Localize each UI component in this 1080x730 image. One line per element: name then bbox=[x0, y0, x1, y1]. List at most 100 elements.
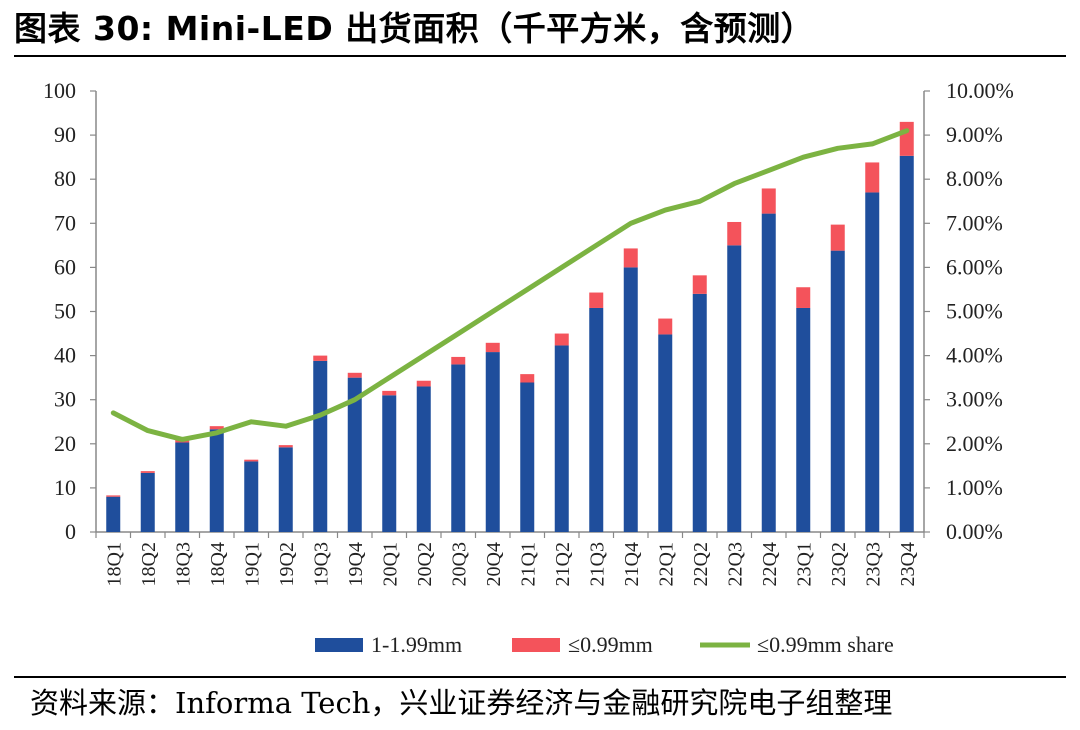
y-tick-label: 60 bbox=[54, 254, 76, 279]
legend-swatch-le-0.99mm bbox=[512, 638, 560, 652]
y2-tick-label: 8.00% bbox=[946, 166, 1003, 191]
x-tick-label: 19Q4 bbox=[345, 542, 367, 586]
x-tick-label: 21Q3 bbox=[586, 542, 608, 586]
bar-segment-le-0.99mm bbox=[451, 356, 466, 365]
source-note: 资料来源：Informa Tech，兴业证券经济与金融研究院电子组整理 bbox=[30, 686, 893, 720]
y2-tick-label: 9.00% bbox=[946, 122, 1003, 147]
bar-segment-le-0.99mm bbox=[554, 333, 569, 346]
bar-segment-1-1.99mm bbox=[244, 461, 259, 532]
y2-tick-label: 7.00% bbox=[946, 210, 1003, 235]
y-tick-label: 10 bbox=[54, 475, 76, 500]
x-tick-label: 20Q3 bbox=[448, 542, 470, 586]
x-tick-label: 18Q4 bbox=[207, 542, 229, 586]
y-tick-label: 50 bbox=[54, 299, 76, 324]
legend-label-le-0.99mm: ≤0.99mm bbox=[568, 632, 653, 657]
x-tick-label: 18Q2 bbox=[138, 542, 160, 586]
x-tick-label: 23Q1 bbox=[793, 542, 815, 586]
x-tick-label: 22Q2 bbox=[690, 542, 712, 586]
bar-segment-1-1.99mm bbox=[796, 307, 811, 532]
bar-segment-1-1.99mm bbox=[278, 447, 293, 532]
bar-segment-1-1.99mm bbox=[589, 307, 604, 532]
bar-segment-1-1.99mm bbox=[520, 382, 535, 532]
bar-segment-1-1.99mm bbox=[140, 472, 155, 532]
y-tick-label: 100 bbox=[43, 78, 76, 103]
bar-segment-le-0.99mm bbox=[727, 221, 742, 246]
x-tick-label: 22Q4 bbox=[759, 542, 781, 586]
bar-segment-le-0.99mm bbox=[589, 292, 604, 308]
chart-canvas: 0 10 20 30 40 50 60 70 80 90 100 0.00% 1.00% 2.00% 3.0… bbox=[43, 78, 1014, 657]
y-tick-label: 80 bbox=[54, 166, 76, 191]
x-tick-label: 18Q3 bbox=[172, 542, 194, 586]
x-tick-label: 21Q2 bbox=[552, 542, 574, 586]
y-tick-label: 90 bbox=[54, 122, 76, 147]
bar-segment-le-0.99mm bbox=[485, 342, 500, 353]
bar-segment-1-1.99mm bbox=[347, 377, 362, 532]
bar-segment-le-0.99mm bbox=[658, 318, 673, 335]
y-tick-label: 30 bbox=[54, 387, 76, 412]
x-tick-label: 21Q1 bbox=[517, 542, 539, 586]
bar-segment-le-0.99mm bbox=[382, 390, 397, 396]
x-tick-label: 20Q2 bbox=[414, 542, 436, 586]
x-tick-label: 22Q3 bbox=[724, 542, 746, 586]
bar-segment-le-0.99mm bbox=[796, 287, 811, 308]
bar-segment-le-0.99mm bbox=[106, 495, 121, 497]
bar-segment-1-1.99mm bbox=[313, 360, 328, 532]
bar-segment-1-1.99mm bbox=[658, 334, 673, 532]
x-tick-label: 23Q2 bbox=[828, 542, 850, 586]
y2-tick-label: 6.00% bbox=[946, 254, 1003, 279]
bar-segment-le-0.99mm bbox=[209, 426, 224, 430]
bar-segment-1-1.99mm bbox=[382, 395, 397, 532]
x-tick-label: 18Q1 bbox=[103, 542, 125, 586]
legend-label-1-1.99mm: 1-1.99mm bbox=[371, 632, 462, 657]
share-line bbox=[110, 128, 910, 442]
bar-segment-le-0.99mm bbox=[899, 121, 914, 156]
bar-segment-1-1.99mm bbox=[485, 352, 500, 532]
bar-segment-1-1.99mm bbox=[761, 213, 776, 532]
x-tick-label: 19Q3 bbox=[310, 542, 332, 586]
bar-segment-le-0.99mm bbox=[865, 162, 880, 193]
x-tick-label: 23Q4 bbox=[897, 542, 919, 586]
bar-segment-le-0.99mm bbox=[244, 459, 259, 462]
x-tick-label: 23Q3 bbox=[862, 542, 884, 586]
source-divider bbox=[14, 676, 1066, 678]
bar-segment-1-1.99mm bbox=[727, 245, 742, 532]
bar-segment-1-1.99mm bbox=[209, 429, 224, 532]
bar-segment-le-0.99mm bbox=[520, 374, 535, 383]
x-tick-label: 20Q4 bbox=[483, 542, 505, 586]
chart-line bbox=[110, 128, 910, 442]
bar-segment-1-1.99mm bbox=[865, 192, 880, 532]
x-tick-label: 19Q2 bbox=[276, 542, 298, 586]
y2-tick-label: 5.00% bbox=[946, 299, 1003, 324]
bar-segment-le-0.99mm bbox=[830, 224, 845, 251]
x-tick-label: 19Q1 bbox=[241, 542, 263, 586]
bar-segment-le-0.99mm bbox=[416, 380, 431, 387]
bar-segment-1-1.99mm bbox=[899, 155, 914, 532]
bar-segment-1-1.99mm bbox=[623, 267, 638, 532]
x-tick-label: 22Q1 bbox=[655, 542, 677, 586]
y2-tick-label: 2.00% bbox=[946, 431, 1003, 456]
bar-segment-le-0.99mm bbox=[347, 372, 362, 378]
page-title: 图表 30: Mini-LED 出货面积（千平方米，含预测） bbox=[14, 9, 815, 48]
bar-segment-le-0.99mm bbox=[313, 355, 328, 361]
chart-legend: 1-1.99mm ≤0.99mm ≤0.99mm share bbox=[315, 632, 894, 657]
y-tick-label: 0 bbox=[65, 519, 76, 544]
bar-segment-1-1.99mm bbox=[830, 250, 845, 532]
bar-segment-le-0.99mm bbox=[140, 471, 155, 473]
bar-segment-1-1.99mm bbox=[554, 345, 569, 532]
bar-segment-1-1.99mm bbox=[451, 364, 466, 532]
title-divider bbox=[14, 55, 1066, 57]
y2-tick-label: 3.00% bbox=[946, 387, 1003, 412]
y-tick-label: 40 bbox=[54, 343, 76, 368]
y2-tick-label: 0.00% bbox=[946, 519, 1003, 544]
y2-tick-label: 10.00% bbox=[946, 78, 1014, 103]
bar-segment-le-0.99mm bbox=[623, 248, 638, 268]
x-tick-label: 20Q1 bbox=[379, 542, 401, 586]
bar-segment-1-1.99mm bbox=[175, 442, 190, 532]
legend-swatch-1-1.99mm bbox=[315, 638, 363, 652]
y-tick-label: 70 bbox=[54, 210, 76, 235]
y2-tick-label: 4.00% bbox=[946, 343, 1003, 368]
bar-segment-le-0.99mm bbox=[692, 275, 707, 294]
y-tick-label: 20 bbox=[54, 431, 76, 456]
y2-tick-label: 1.00% bbox=[946, 475, 1003, 500]
